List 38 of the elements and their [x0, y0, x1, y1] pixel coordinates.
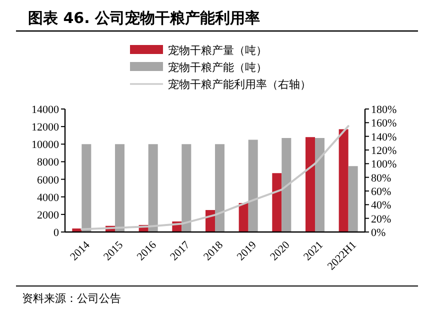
y-tick-label: 2000	[37, 209, 60, 222]
y2-tick-label: 180%	[371, 104, 397, 116]
legend-label: 宠物干粮产能（吨）	[168, 61, 267, 74]
bar	[238, 203, 248, 232]
y2-tick-label: 20%	[371, 213, 392, 226]
y2-tick-label: 120%	[371, 145, 397, 157]
bar	[306, 137, 315, 232]
x-tick-label: 2021	[302, 239, 326, 264]
bar	[338, 129, 348, 232]
y2-tick-label: 60%	[371, 186, 392, 198]
bar	[115, 144, 124, 232]
bar	[82, 144, 92, 232]
y2-tick-label: 80%	[371, 172, 392, 184]
legend-label: 宠物干粮产量（吨）	[168, 44, 267, 57]
y-tick-label: 12000	[32, 122, 60, 134]
y2-tick-label: 0%	[371, 227, 386, 239]
y-tick-label: 14000	[32, 104, 60, 116]
bar	[282, 138, 292, 232]
y-tick-label: 4000	[37, 192, 60, 204]
y2-tick-label: 100%	[371, 158, 397, 171]
bar	[148, 144, 158, 232]
bar	[182, 144, 192, 232]
line-series	[80, 125, 350, 230]
chart-title: 图表 46. 公司宠物干粮产能利用率	[28, 9, 260, 27]
bar	[272, 173, 282, 232]
bar	[248, 140, 258, 232]
text: 资料来源：公司公告	[22, 292, 121, 305]
bar	[215, 144, 224, 232]
bar	[348, 166, 358, 232]
y-tick-label: 0	[54, 227, 60, 239]
y2-tick-label: 40%	[371, 200, 392, 212]
y-tick-label: 8000	[37, 156, 60, 169]
legend-label: 宠物干粮产能利用率（右轴）	[168, 78, 311, 91]
y-tick-label: 10000	[32, 139, 60, 152]
y-tick-label: 6000	[37, 174, 60, 186]
y2-tick-label: 140%	[371, 131, 397, 144]
y2-tick-label: 160%	[371, 118, 397, 130]
bar	[315, 138, 324, 232]
